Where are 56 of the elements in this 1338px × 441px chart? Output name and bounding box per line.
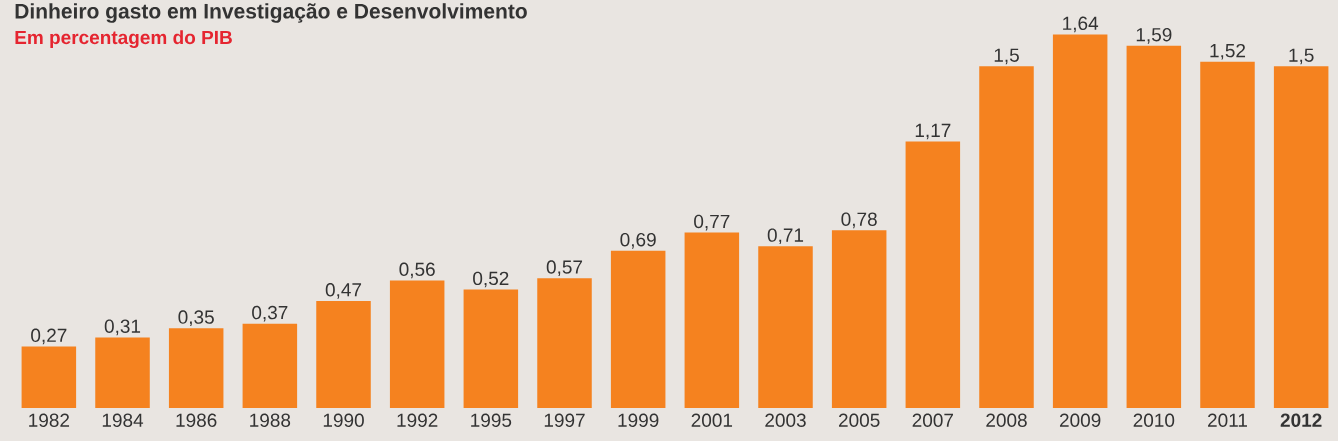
x-tick-label: 2010 (1133, 413, 1175, 427)
x-tick-label: 1984 (102, 413, 144, 427)
bar (684, 232, 740, 408)
bar (979, 66, 1034, 408)
data-label: 1,17 (915, 123, 951, 140)
bar (1273, 66, 1329, 408)
x-tick-label: 1990 (323, 413, 364, 427)
x-tick-label: 2011 (1208, 413, 1247, 427)
data-label: 0,52 (473, 271, 509, 288)
chart-subtitle: Em percentagem do PIB (15, 30, 232, 48)
x-tick-label: 1992 (397, 413, 438, 427)
bar (831, 230, 887, 408)
x-tick-label: 2005 (838, 413, 880, 427)
bar (168, 328, 224, 408)
bar (242, 323, 298, 408)
bar (95, 337, 150, 408)
x-tick-label: 1982 (29, 413, 70, 427)
x-tick-label: 1997 (544, 413, 585, 427)
bar (21, 346, 77, 408)
bar (1200, 61, 1255, 408)
x-tick-label: 2012 (1280, 413, 1322, 427)
x-tick-label: 1986 (176, 413, 217, 427)
data-label: 0,56 (399, 262, 435, 279)
x-tick-label: 2008 (986, 413, 1027, 427)
bar (1126, 45, 1182, 408)
data-label: 0,71 (767, 228, 804, 245)
data-label: 0,57 (546, 260, 583, 276)
data-label: 0,47 (325, 283, 362, 299)
data-label: 0,69 (620, 232, 656, 249)
data-label: 1,59 (1136, 27, 1172, 44)
data-label: 1,5 (1289, 48, 1314, 65)
data-label: 1,52 (1210, 43, 1246, 60)
x-tick-label: 2007 (912, 413, 954, 427)
data-label: 0,35 (178, 310, 214, 327)
data-label: 1,64 (1063, 16, 1099, 33)
data-label: 1,5 (994, 48, 1019, 65)
bar (389, 280, 445, 408)
bar (1052, 34, 1108, 408)
data-label: 0,27 (31, 328, 67, 345)
data-label: 0,31 (104, 319, 141, 336)
bar (610, 250, 666, 408)
bar (463, 289, 519, 408)
data-label: 0,77 (694, 214, 730, 231)
data-label: 0,37 (252, 305, 288, 322)
x-tick-label: 2001 (691, 413, 733, 427)
bar (537, 278, 592, 408)
x-tick-label: 1995 (471, 413, 512, 427)
x-tick-label: 1999 (618, 413, 659, 427)
x-tick-label: 2003 (765, 413, 806, 427)
bar (905, 141, 961, 408)
chart-title: Dinheiro gasto em Investigação e Desenvolvimento (15, 3, 527, 23)
bar (316, 300, 371, 408)
x-tick-label: 1988 (250, 413, 291, 427)
x-tick-label: 2009 (1059, 413, 1101, 427)
bar (758, 246, 813, 408)
data-label: 0,78 (841, 212, 877, 229)
